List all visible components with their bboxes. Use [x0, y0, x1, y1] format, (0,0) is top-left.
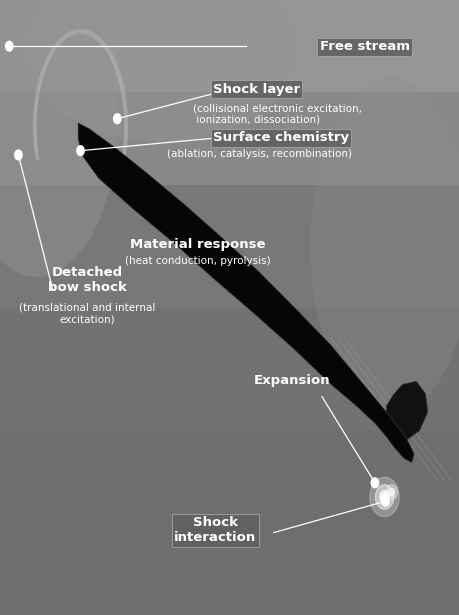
Text: Expansion: Expansion: [253, 373, 330, 387]
Ellipse shape: [310, 77, 459, 415]
Circle shape: [15, 150, 22, 160]
Circle shape: [386, 485, 397, 499]
Text: Shock layer: Shock layer: [213, 82, 299, 96]
Ellipse shape: [23, 0, 298, 141]
Ellipse shape: [0, 0, 117, 277]
Text: (translational and internal
excitation): (translational and internal excitation): [19, 303, 155, 324]
Text: Material response: Material response: [130, 238, 265, 252]
Text: (collisional electronic excitation,
 ionization, dissociation): (collisional electronic excitation, ioni…: [193, 103, 361, 125]
Text: Surface chemistry: Surface chemistry: [213, 131, 348, 145]
Circle shape: [77, 146, 84, 156]
Text: Detached
bow shock: Detached bow shock: [48, 266, 127, 294]
Circle shape: [375, 485, 393, 509]
Circle shape: [379, 491, 388, 503]
Circle shape: [369, 477, 398, 517]
Text: (heat conduction, pyrolysis): (heat conduction, pyrolysis): [125, 256, 270, 266]
Text: Shock
interaction: Shock interaction: [174, 516, 256, 544]
Polygon shape: [386, 381, 427, 440]
Circle shape: [381, 494, 386, 500]
Bar: [0, 0, 459, 92]
Circle shape: [370, 478, 378, 488]
Bar: [0, 184, 459, 308]
Circle shape: [388, 488, 394, 496]
Bar: [0, 308, 459, 430]
Polygon shape: [78, 123, 413, 462]
Circle shape: [6, 41, 13, 51]
Circle shape: [381, 496, 388, 506]
Text: (ablation, catalysis, recombination): (ablation, catalysis, recombination): [167, 149, 351, 159]
Bar: [0, 92, 459, 184]
Bar: [0, 430, 459, 615]
Circle shape: [113, 114, 121, 124]
Text: Free stream: Free stream: [319, 40, 409, 54]
